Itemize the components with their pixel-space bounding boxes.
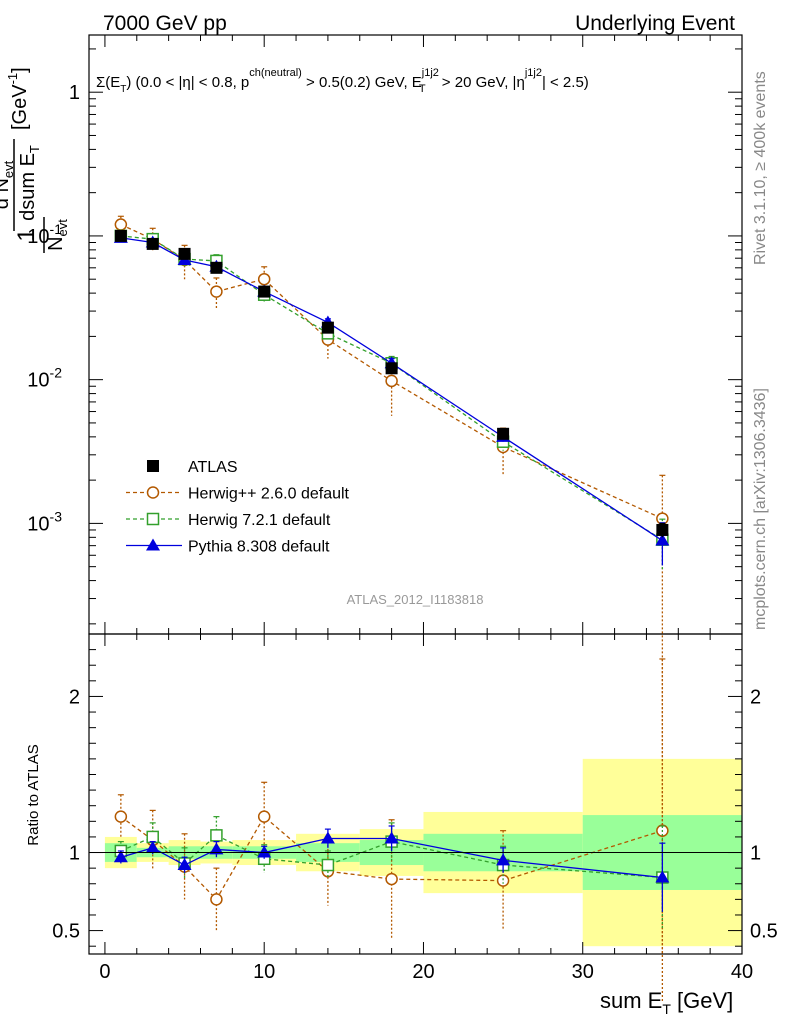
data-point bbox=[385, 362, 398, 375]
legend-label: ATLAS bbox=[188, 459, 238, 476]
y-tick-label: 10-3 bbox=[27, 508, 62, 535]
data-point bbox=[257, 272, 271, 286]
ratio-ylabel: Ratio to ATLAS bbox=[25, 744, 42, 845]
data-point bbox=[114, 229, 127, 242]
svg-text:1: 1 bbox=[13, 228, 40, 241]
data-point bbox=[114, 218, 128, 231]
legend-label: Herwig++ 2.6.0 default bbox=[188, 486, 350, 503]
data-point bbox=[177, 858, 192, 871]
data-point bbox=[146, 237, 159, 250]
rivet-label: Rivet 3.1.10, ≥ 400k events bbox=[752, 71, 769, 265]
data-point bbox=[384, 831, 399, 844]
data-point bbox=[209, 842, 224, 855]
mcplots-label: mcplots.cern.ch [arXiv:1306.3436] bbox=[752, 388, 769, 630]
chart-marks bbox=[89, 215, 742, 1003]
y-tick-label-right: 1 bbox=[750, 843, 761, 865]
data-point bbox=[258, 285, 271, 298]
legend-label: Herwig 7.2.1 default bbox=[188, 512, 331, 529]
legend-item: Herwig++ 2.6.0 default bbox=[126, 486, 350, 503]
data-point bbox=[257, 845, 272, 858]
data-point bbox=[321, 321, 334, 334]
x-tick-label: 10 bbox=[253, 961, 275, 983]
data-point bbox=[655, 533, 670, 546]
data-point bbox=[496, 874, 510, 887]
main-frame bbox=[88, 34, 743, 635]
data-point bbox=[113, 850, 128, 863]
svg-text:d Nevt: d Nevt bbox=[0, 160, 16, 209]
data-point bbox=[146, 512, 160, 526]
legend: ATLAS Herwig++ 2.6.0 default Herwig 7.2.1 … bbox=[126, 459, 350, 556]
x-tick-label: 30 bbox=[572, 961, 594, 983]
x-tick-label: 40 bbox=[731, 961, 753, 983]
series-line bbox=[120, 235, 663, 541]
data-point bbox=[320, 831, 335, 844]
data-point bbox=[114, 810, 128, 823]
legend-item: Herwig 7.2.1 default bbox=[126, 512, 331, 529]
data-point bbox=[147, 460, 159, 472]
analysis-id: ATLAS_2012_I1183818 bbox=[347, 592, 484, 607]
svg-text:dsum ET: dsum ET bbox=[17, 145, 42, 221]
y-tick-label: 10-2 bbox=[27, 365, 62, 392]
data-point bbox=[146, 538, 160, 551]
data-point bbox=[257, 810, 271, 823]
data-point bbox=[385, 872, 398, 886]
x-axis-label: sum ET [GeV] bbox=[600, 988, 733, 1017]
data-point bbox=[210, 829, 223, 842]
data-point bbox=[146, 486, 160, 499]
series-atlas bbox=[114, 229, 669, 538]
y-tick-label-right: 2 bbox=[750, 686, 761, 708]
data-point bbox=[146, 830, 159, 844]
svg-text:[GeV-1]: [GeV-1] bbox=[5, 67, 31, 130]
data-point bbox=[496, 853, 511, 866]
y-tick-label: 1 bbox=[69, 843, 80, 865]
header-right: Underlying Event bbox=[575, 12, 735, 35]
data-point bbox=[178, 247, 191, 260]
svg-text:sum ET [GeV]: sum ET [GeV] bbox=[600, 988, 733, 1017]
legend-item: ATLAS bbox=[147, 459, 238, 476]
data-point bbox=[497, 427, 510, 440]
header-left: 7000 GeV pp bbox=[103, 12, 227, 35]
ratio-frame bbox=[88, 633, 743, 955]
data-point bbox=[321, 858, 335, 872]
legend-item: Pythia 8.308 default bbox=[126, 538, 330, 556]
data-point bbox=[210, 893, 223, 906]
y-tick-label-right: 0.5 bbox=[750, 921, 778, 943]
y-tick-label: 2 bbox=[69, 686, 80, 708]
legend-label: Pythia 8.308 default bbox=[188, 539, 330, 556]
y-tick-label: 0.5 bbox=[52, 921, 80, 943]
data-point bbox=[656, 523, 669, 536]
series-line bbox=[120, 815, 663, 901]
svg-text:Σ(ET) (0.0 < |η| < 0.8, pch(ne: Σ(ET) (0.0 < |η| < 0.8, pch(neutral) > 0… bbox=[96, 67, 589, 95]
x-tick-label: 0 bbox=[99, 961, 110, 983]
data-point bbox=[145, 840, 160, 853]
data-point bbox=[210, 261, 223, 274]
x-tick-label: 20 bbox=[412, 961, 434, 983]
subtitle: Σ(ET) (0.0 < |η| < 0.8, pch(neutral) > 0… bbox=[96, 67, 589, 95]
main-panel: 110-110-210-3 bbox=[27, 34, 743, 635]
data-point bbox=[655, 870, 670, 883]
data-point bbox=[210, 285, 223, 298]
ratio-panel: 0 10 20 30 40 0.5 0.5 1 1 2 2 bbox=[52, 633, 778, 983]
data-point bbox=[385, 374, 398, 388]
y-tick-label: 1 bbox=[69, 82, 80, 104]
